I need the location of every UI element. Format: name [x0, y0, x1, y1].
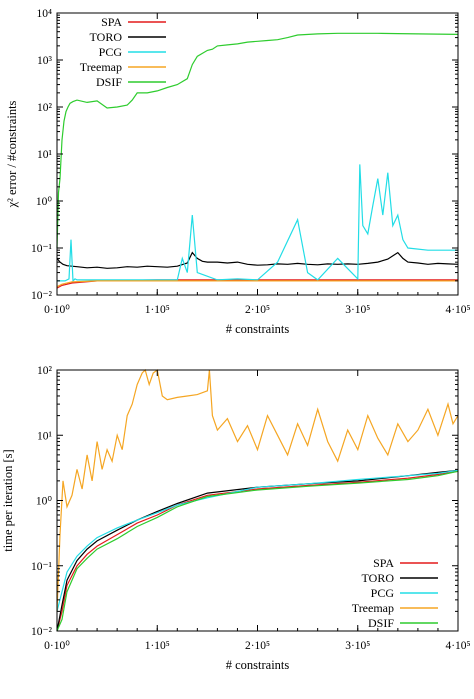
series-line-toro	[56, 251, 459, 269]
series-line-pcg	[56, 469, 459, 612]
series-line-treemap	[56, 368, 459, 612]
x-tick-label: 1·10⁵	[145, 640, 170, 652]
y-tick-label: 10³	[37, 55, 53, 67]
legend-label-dsif: DSIF	[96, 75, 122, 89]
x-tick-label: 2·10⁵	[245, 304, 270, 316]
plot-frame	[56, 369, 459, 632]
series-line-toro	[56, 469, 459, 632]
series-line-dsif	[56, 470, 459, 632]
x-tick-label: 2·10⁵	[245, 640, 270, 652]
x-tick-label: 3·10⁵	[345, 640, 370, 652]
legend-label-pcg: PCG	[371, 586, 395, 600]
x-axis-label: # constraints	[226, 322, 290, 336]
y-axis-label: time per iteration [s]	[1, 449, 15, 551]
y-tick-label: 10¹	[37, 430, 53, 442]
legend-label-toro: TORO	[362, 571, 395, 585]
time-per-iteration-chart: 0·10⁰ 1·10⁵ 2·10⁵ 3·10⁵ 4·10⁵ 10⁻² 10⁻¹ 10⁰ 10¹ 1…	[1, 365, 471, 672]
series-line-spa	[56, 470, 459, 632]
legend-label-treemap: Treemap	[80, 60, 122, 74]
legend-label-spa: SPA	[101, 15, 122, 29]
legend-label-toro: TORO	[90, 30, 123, 44]
y-axis-label: χ² error / #constraints	[5, 100, 19, 208]
y-tick-label: 10⁴	[36, 8, 52, 20]
y-tick-label: 10⁻²	[31, 626, 53, 638]
y-tick-label: 10²	[37, 102, 53, 114]
x-tick-label: 1·10⁵	[145, 304, 170, 316]
x-tick-label: 4·10⁵	[445, 640, 470, 652]
x-tick-label: 3·10⁵	[345, 304, 370, 316]
y-tick-label: 10⁻¹	[31, 243, 53, 255]
y-tick-label: 10⁰	[36, 496, 53, 508]
legend-label-treemap: Treemap	[352, 601, 394, 615]
legend-label-dsif: DSIF	[368, 616, 394, 630]
series-line-pcg	[57, 164, 458, 283]
y-tick-label: 10⁻²	[31, 290, 53, 302]
x-axis-label: # constraints	[226, 658, 290, 672]
y-tick-label: 10²	[37, 365, 53, 377]
y-tick-label: 10¹	[37, 149, 53, 161]
chi2-error-chart: 0·10⁰ 1·10⁵ 2·10⁵ 3·10⁵ 4·10⁵ 10⁻² 10⁻¹ 10⁰ 10¹ 1…	[5, 8, 471, 336]
x-tick-label: 4·10⁵	[445, 304, 470, 316]
series-line-dsif	[56, 32, 459, 249]
legend-label-spa: SPA	[373, 556, 394, 570]
series-line-treemap	[56, 280, 458, 288]
y-tick-label: 10⁻¹	[31, 561, 53, 573]
y-tick-label: 10⁰	[36, 196, 53, 208]
x-tick-label: 0·10⁰	[44, 304, 70, 316]
legend-label-pcg: PCG	[99, 45, 123, 59]
x-tick-label: 0·10⁰	[44, 640, 70, 652]
